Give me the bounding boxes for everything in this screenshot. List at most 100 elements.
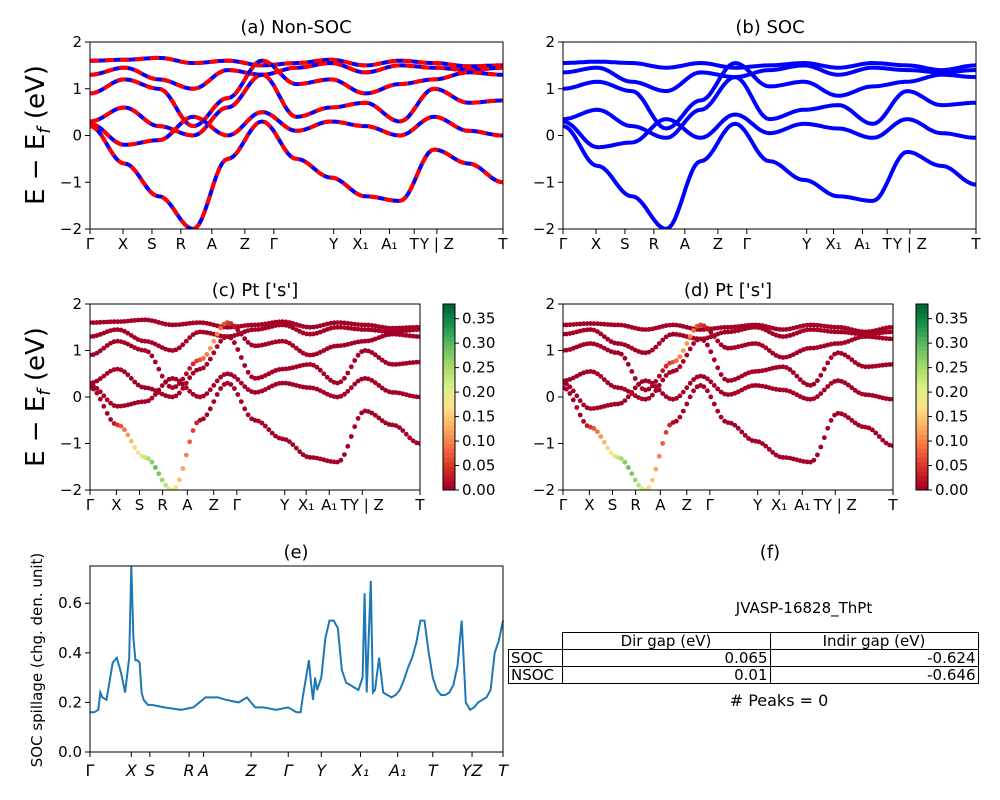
panel-d-point: [873, 334, 879, 340]
panel-d-point: [828, 329, 834, 334]
panel-d-point: [691, 377, 696, 382]
table-header: Dir gap (eV): [561, 632, 771, 650]
panel-e-ytick-label: 0.2: [58, 693, 82, 711]
panel-e-xtick-label: T: [498, 761, 509, 780]
panel-c-point: [204, 352, 210, 357]
panel-c-point: [108, 319, 113, 325]
panel-e-ytick-label: 0.4: [58, 644, 82, 662]
panel-c-point: [111, 327, 117, 333]
panel-c-point: [276, 319, 282, 325]
panel-d-point: [595, 371, 600, 377]
panel-c-point: [214, 331, 220, 337]
panel-d-point: [711, 357, 717, 363]
panel-d-point: [674, 358, 679, 364]
panel-a-ytick-label: 0: [72, 127, 82, 145]
panel-d-point: [873, 430, 879, 436]
colorbar-c-tick-label: 0.15: [462, 408, 495, 426]
panel-d-point: [722, 324, 727, 330]
panel-d-point: [619, 456, 624, 462]
panel-c-point: [256, 343, 261, 349]
panel-c-point: [235, 377, 241, 382]
panel-a-lines: [90, 55, 503, 229]
panel-c-point: [417, 359, 420, 365]
panel-c-point: [249, 327, 255, 333]
panel-d-point: [619, 351, 624, 357]
panel-d-ytick-label: 0: [545, 388, 555, 406]
panel-d-point: [760, 441, 765, 446]
panel-b-band-line: [563, 63, 976, 94]
panel-c-point: [311, 324, 316, 330]
panel-d-point: [605, 445, 611, 451]
panel-d-point: [715, 408, 721, 414]
panel-d-point: [591, 426, 597, 431]
panel-e-xtick-label: T: [428, 761, 439, 780]
panel-c-point: [245, 369, 251, 375]
panel-d-point: [646, 379, 652, 384]
panel-a-xtick-label: T: [409, 235, 420, 253]
panel-e-xtick-label: YZ: [462, 761, 484, 780]
panel-d-point: [656, 453, 662, 459]
panel-c-title: (c) Pt ['s']: [212, 280, 299, 301]
colorbar-c-segment: [443, 429, 455, 435]
panel-d-xtick-label: Y: [752, 496, 763, 514]
colorbar-c-tick-label: 0.10: [462, 432, 495, 450]
panel-d-point: [680, 348, 686, 353]
panel-c-point: [197, 329, 203, 335]
colorbar-c-segment: [443, 471, 455, 477]
colorbar-c-segment: [443, 443, 455, 449]
colorbar-c-segment: [443, 308, 455, 314]
panel-c-point: [238, 380, 244, 386]
panel-c-point: [187, 439, 193, 445]
panel-c-point: [252, 327, 258, 332]
panel-d-point: [821, 366, 827, 372]
panel-b-band-line: [563, 59, 976, 73]
panel-d-point: [677, 414, 683, 420]
panel-c-point: [128, 333, 134, 338]
panel-d-point: [773, 365, 779, 370]
panel-e: (e) 0.0 0.2 0.4 0.6 Γ X S R A Z Γ Y X₁ A₁ T YZ T SOC spi…: [28, 542, 509, 780]
panel-c-point: [190, 428, 196, 433]
colorbar-d-segment: [916, 345, 928, 351]
panel-a-xtick-label: X: [118, 235, 128, 253]
panel-d-point: [715, 365, 721, 371]
panel-d-point: [615, 322, 621, 328]
panel-c-point: [104, 319, 110, 325]
panel-c-point: [331, 459, 337, 465]
row1-ylabel: E − Ef (eV): [21, 65, 55, 205]
panel-c-point: [187, 335, 193, 340]
panel-c-point: [345, 325, 351, 331]
panel-c-point: [359, 322, 364, 328]
panel-d-point: [570, 388, 576, 394]
panel-c-point: [232, 374, 237, 379]
panel-c-point: [91, 386, 96, 392]
panel-d-point: [608, 322, 614, 328]
panel-d-point: [677, 364, 683, 370]
panel-d-point: [650, 381, 655, 386]
panel-d-point: [711, 334, 717, 339]
panel-d-point: [887, 336, 892, 342]
panel-d-point: [725, 324, 731, 330]
panel-c-point: [159, 383, 165, 388]
panel-d-point: [866, 334, 872, 339]
panel-c-ytick-label: −1: [60, 435, 82, 453]
panel-c-point: [156, 387, 162, 393]
panel-d-point: [564, 331, 569, 337]
colorbar-c-segment: [443, 304, 455, 310]
panel-c-xtick-label: Y: [279, 496, 290, 514]
panel-d-xtick-label: Z: [682, 496, 692, 514]
panel-c-point: [94, 350, 100, 356]
panel-c-point: [207, 345, 213, 351]
panel-c-point: [101, 403, 107, 409]
panel-a-band-line: [90, 58, 503, 129]
panel-d-point: [887, 362, 892, 367]
panel-c-point: [238, 355, 244, 360]
panel-d-point: [608, 402, 614, 408]
colorbar-d-segment: [916, 457, 928, 463]
panel-c-point: [290, 442, 296, 447]
panel-d-point: [708, 379, 714, 385]
colorbar-d-segment: [916, 341, 928, 347]
panel-c-point: [352, 381, 358, 387]
panel-d-point: [890, 329, 893, 335]
panel-d-ytick-label: 2: [545, 295, 555, 313]
